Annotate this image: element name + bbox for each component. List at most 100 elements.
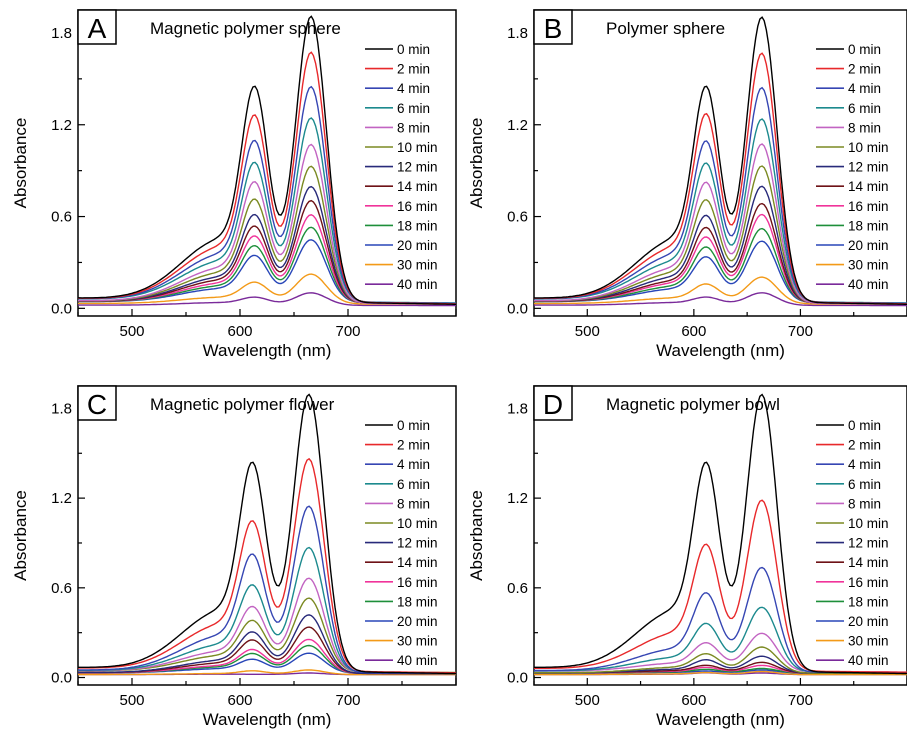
y-axis-label: Absorbance: [467, 490, 486, 581]
panel-letter: B: [544, 13, 563, 44]
legend-label: 10 min: [848, 140, 889, 155]
legend-label: 2 min: [397, 438, 430, 453]
x-axis-label: Wavelength (nm): [656, 341, 785, 360]
chart-panel-a: 500 600 700 0.0 0.6 1.2 1.8 Wavelength (nm) Abso…: [11, 9, 457, 360]
series-group: [534, 393, 907, 676]
plot-frame: [77, 385, 457, 686]
panel-letter: D: [543, 389, 563, 420]
y-tick-label: 0.0: [51, 300, 72, 317]
y-tick-label: 0.6: [51, 209, 72, 226]
series-line-0-min: [534, 393, 907, 675]
legend-label: 16 min: [397, 575, 438, 590]
legend-label: 4 min: [848, 457, 881, 472]
x-tick-label: 600: [681, 323, 706, 340]
series-line-30-min: [534, 670, 907, 676]
panel-letter-box: [77, 385, 117, 421]
legend-label: 16 min: [397, 199, 438, 214]
series-line-40-min: [78, 292, 456, 307]
legend-label: 12 min: [848, 536, 889, 551]
plot-frame: [533, 385, 907, 686]
legend-label: 12 min: [397, 536, 438, 551]
series-group: [78, 393, 456, 676]
series-line-2-min: [534, 499, 907, 673]
chart-panel-b: 500 600 700 0.0 0.6 1.2 1.8 Wavelength (nm) Abso…: [467, 9, 907, 360]
legend-label: 2 min: [848, 62, 881, 77]
x-axis-label: Wavelength (nm): [203, 710, 332, 729]
y-tick-label: 0.6: [507, 580, 528, 597]
series-line-10-min: [534, 646, 907, 675]
series-line-0-min: [534, 16, 907, 305]
x-tick-label: 500: [119, 323, 144, 340]
legend-label: 14 min: [397, 179, 438, 194]
legend-label: 16 min: [848, 575, 889, 590]
x-axis-label: Wavelength (nm): [203, 341, 332, 360]
series-line-40-min: [534, 292, 907, 307]
y-tick-label: 1.2: [507, 117, 528, 134]
legend-label: 20 min: [397, 614, 438, 629]
y-axis-label: Absorbance: [11, 490, 30, 581]
x-tick-label: 500: [575, 323, 600, 340]
legend-label: 12 min: [848, 160, 889, 175]
legend-label: 30 min: [397, 634, 438, 649]
legend-label: 8 min: [397, 120, 430, 135]
legend-label: 20 min: [848, 614, 889, 629]
plot-frame: [533, 9, 907, 317]
panel-letter-box: [533, 9, 573, 45]
panel-title: Polymer sphere: [606, 19, 725, 38]
chart-panel-d: 500 600 700 0.0 0.6 1.2 1.8 Wavelength (nm) Abso…: [467, 385, 907, 729]
legend-label: 30 min: [848, 634, 889, 649]
legend-label: 20 min: [848, 238, 889, 253]
x-tick-label: 700: [335, 692, 360, 709]
legend-label: 4 min: [397, 81, 430, 96]
panel-letter-box: [77, 9, 117, 45]
legend-label: 8 min: [848, 496, 881, 511]
series-group: [534, 16, 907, 307]
legend-label: 10 min: [848, 516, 889, 531]
y-tick-label: 1.2: [507, 490, 528, 507]
x-tick-label: 500: [119, 692, 144, 709]
x-axis-label: Wavelength (nm): [656, 710, 785, 729]
panel-letter: A: [88, 13, 107, 44]
y-axis-label: Absorbance: [11, 118, 30, 209]
legend-label: 18 min: [848, 594, 889, 609]
legend-label: 4 min: [397, 457, 430, 472]
legend-label: 14 min: [397, 555, 438, 570]
legend-label: 30 min: [848, 258, 889, 273]
legend-label: 12 min: [397, 160, 438, 175]
x-tick-label: 700: [788, 692, 813, 709]
series-line-0-min: [78, 15, 456, 305]
y-tick-label: 1.8: [507, 400, 528, 417]
legend-label: 18 min: [848, 218, 889, 233]
series-line-0-min: [78, 393, 456, 675]
y-tick-label: 0.0: [51, 670, 72, 687]
legend-label: 40 min: [848, 653, 889, 668]
legend-label: 20 min: [397, 238, 438, 253]
y-tick-label: 0.6: [51, 580, 72, 597]
legend-label: 8 min: [848, 120, 881, 135]
plot-frame: [77, 9, 457, 317]
panel-letter-box: [533, 385, 573, 421]
y-tick-label: 0.6: [507, 209, 528, 226]
legend-label: 18 min: [397, 594, 438, 609]
legend-label: 8 min: [397, 496, 430, 511]
legend-label: 0 min: [848, 42, 881, 57]
y-tick-label: 1.2: [51, 117, 72, 134]
legend-label: 6 min: [397, 477, 430, 492]
panel-title: Magnetic polymer flower: [150, 395, 335, 414]
y-axis-label: Absorbance: [467, 118, 486, 209]
y-tick-label: 1.8: [51, 25, 72, 42]
panel-letter: C: [87, 389, 107, 420]
x-tick-label: 600: [227, 692, 252, 709]
series-line-30-min: [78, 669, 456, 676]
x-tick-label: 500: [575, 692, 600, 709]
legend-label: 0 min: [397, 42, 430, 57]
legend-label: 2 min: [397, 62, 430, 77]
panel-title: Magnetic polymer sphere: [150, 19, 341, 38]
y-tick-label: 1.2: [51, 490, 72, 507]
y-tick-label: 1.8: [51, 400, 72, 417]
legend-label: 40 min: [397, 653, 438, 668]
x-tick-label: 700: [335, 323, 360, 340]
legend-label: 40 min: [848, 277, 889, 292]
legend-label: 4 min: [848, 81, 881, 96]
